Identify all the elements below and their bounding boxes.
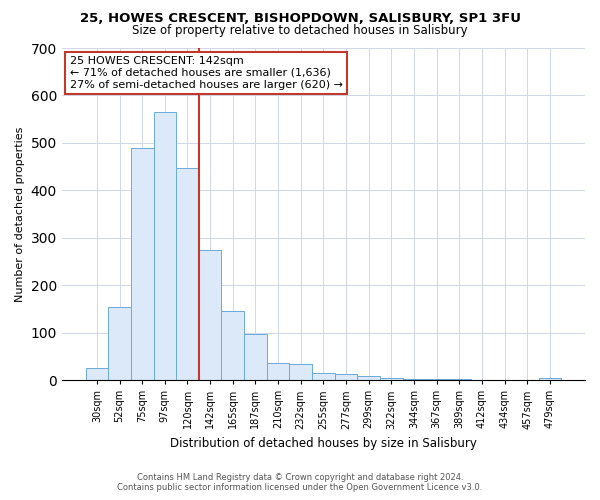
- Text: Size of property relative to detached houses in Salisbury: Size of property relative to detached ho…: [132, 24, 468, 37]
- Bar: [289, 364, 312, 380]
- Text: Contains HM Land Registry data © Crown copyright and database right 2024.
Contai: Contains HM Land Registry data © Crown c…: [118, 473, 482, 492]
- Bar: [108, 306, 131, 380]
- Bar: [403, 378, 425, 380]
- Bar: [448, 379, 470, 380]
- Bar: [425, 378, 448, 380]
- Bar: [199, 250, 221, 380]
- Bar: [131, 148, 154, 380]
- Bar: [312, 374, 335, 380]
- Text: 25, HOWES CRESCENT, BISHOPDOWN, SALISBURY, SP1 3FU: 25, HOWES CRESCENT, BISHOPDOWN, SALISBUR…: [79, 12, 521, 26]
- Y-axis label: Number of detached properties: Number of detached properties: [15, 126, 25, 302]
- Bar: [154, 112, 176, 380]
- Bar: [358, 376, 380, 380]
- Bar: [176, 168, 199, 380]
- Text: 25 HOWES CRESCENT: 142sqm
← 71% of detached houses are smaller (1,636)
27% of se: 25 HOWES CRESCENT: 142sqm ← 71% of detac…: [70, 56, 343, 90]
- Bar: [539, 378, 561, 380]
- Bar: [86, 368, 108, 380]
- Bar: [380, 378, 403, 380]
- X-axis label: Distribution of detached houses by size in Salisbury: Distribution of detached houses by size …: [170, 437, 477, 450]
- Bar: [335, 374, 358, 380]
- Bar: [267, 363, 289, 380]
- Bar: [221, 312, 244, 380]
- Bar: [244, 334, 267, 380]
